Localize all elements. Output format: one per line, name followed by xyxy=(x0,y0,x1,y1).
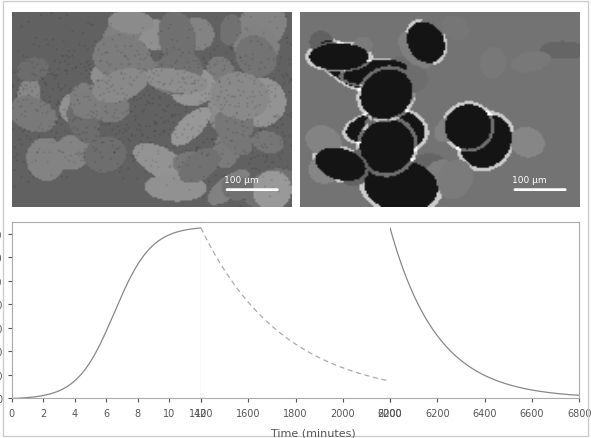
Text: 100 μm: 100 μm xyxy=(512,175,547,184)
Text: Time (minutes): Time (minutes) xyxy=(271,428,356,438)
Text: 100 μm: 100 μm xyxy=(224,175,259,184)
